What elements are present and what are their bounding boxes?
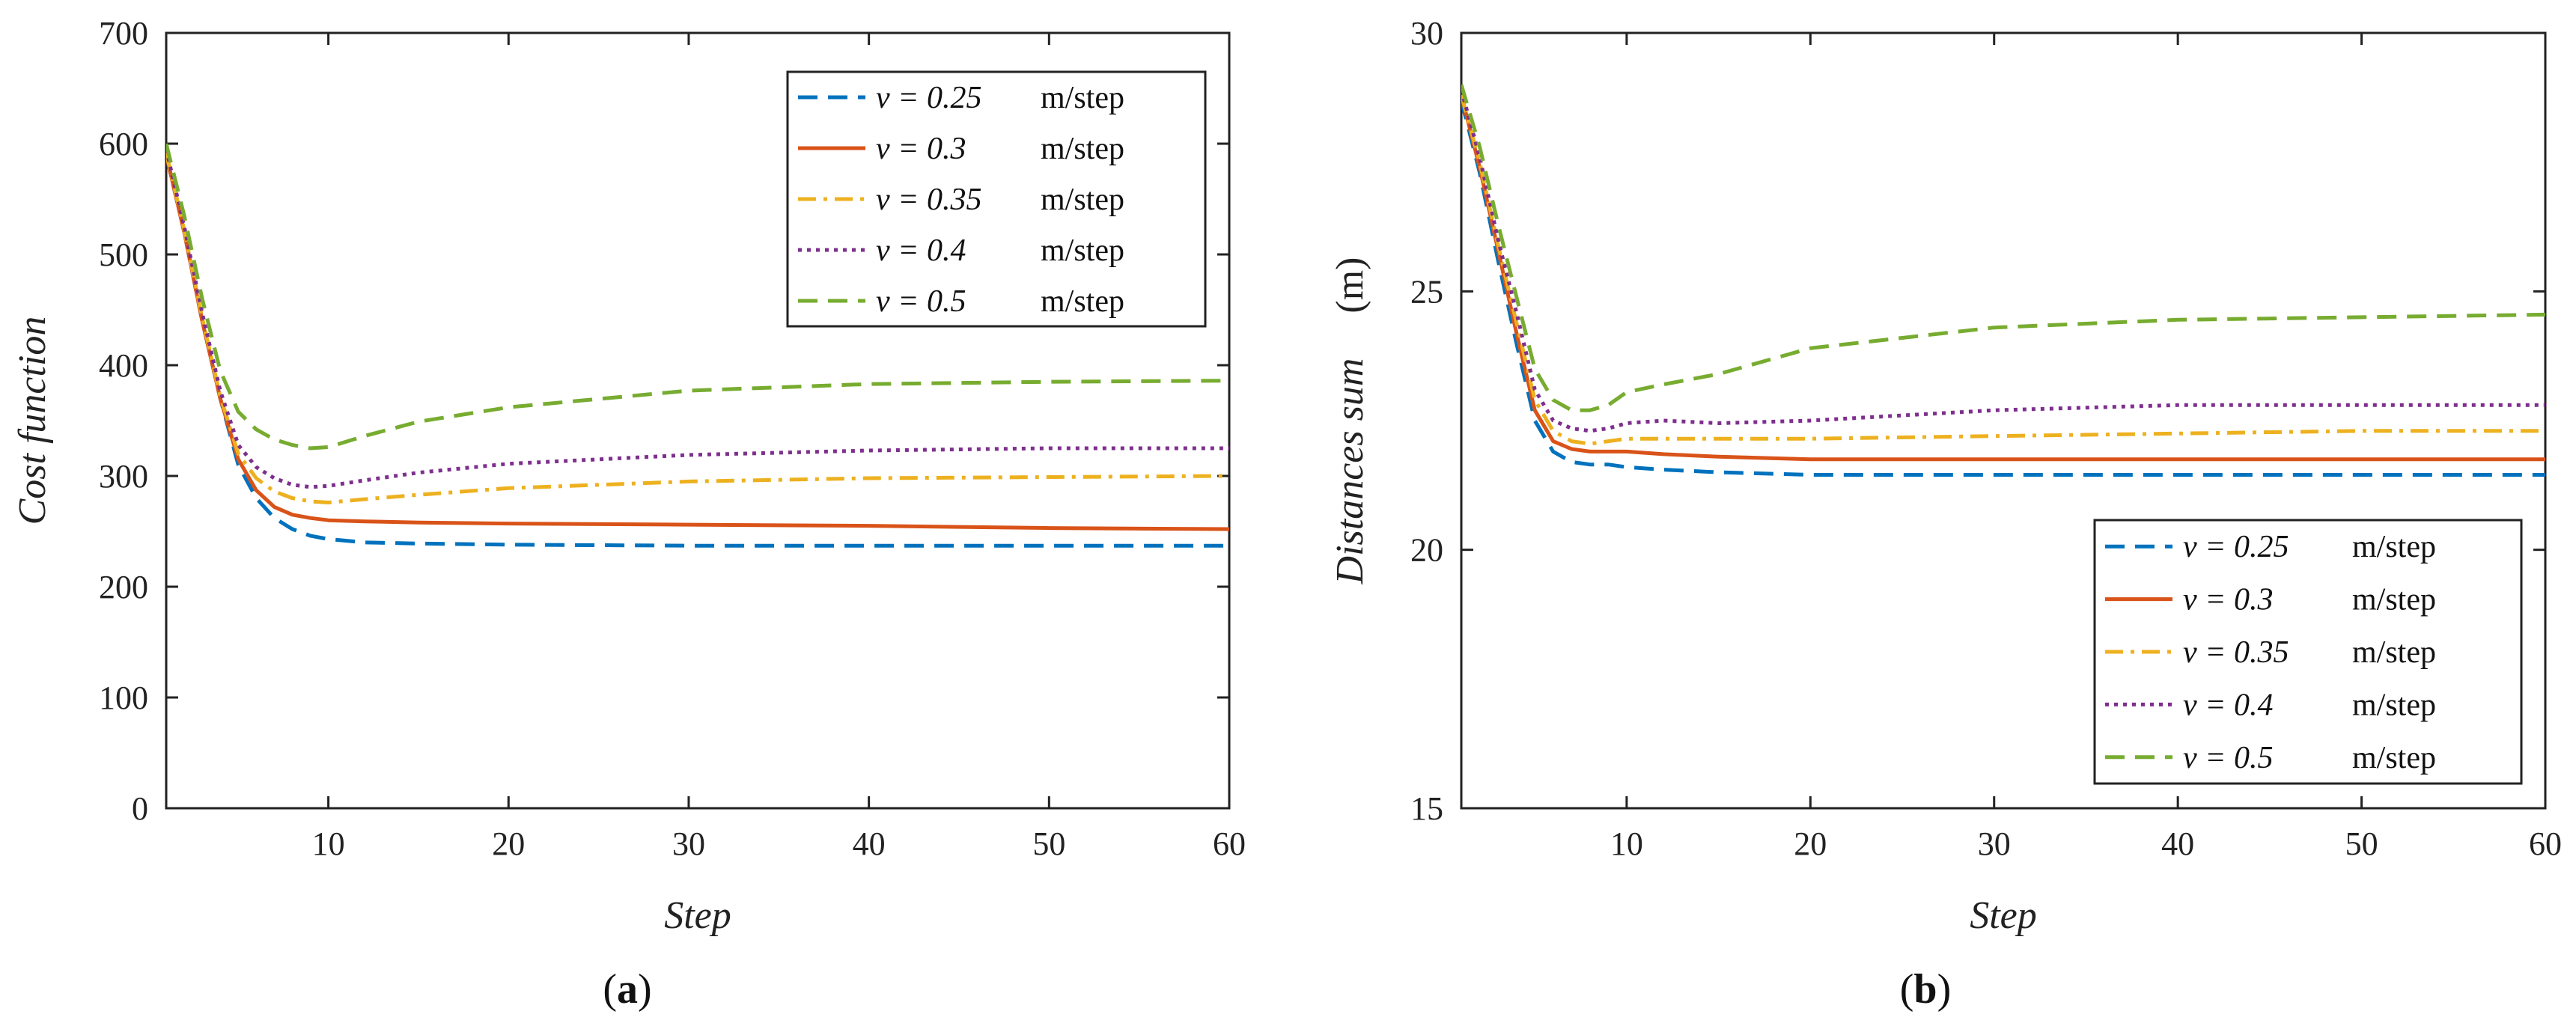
x-tick-label: 60 <box>1213 825 1246 862</box>
legend-entry: v = 0.3 m/step <box>876 132 1124 166</box>
y-axis-label: Cost function <box>11 317 54 525</box>
series-line-3 <box>1461 94 2545 446</box>
y-axis-title: Cost function <box>11 317 54 525</box>
panel-caption: (b) <box>1900 966 1951 1013</box>
legend-entry: v = 0.4 m/step <box>876 233 1124 268</box>
legend-entry-unit: m/step <box>1041 183 1124 217</box>
legend-entry-name: v = 0.4 <box>876 233 966 268</box>
y-axis-label: Distances sum (m) <box>1329 257 1371 585</box>
legend-entry-unit: m/step <box>1041 132 1124 166</box>
caption-close: ) <box>638 966 652 1013</box>
legend-entry-unit: m/step <box>2352 635 2436 670</box>
y-tick-label: 700 <box>99 15 148 52</box>
legend-entry-unit: m/step <box>2352 688 2436 722</box>
legend-entry-name: v = 0.35 <box>876 183 981 217</box>
y-tick-label: 15 <box>1410 790 1443 827</box>
caption-open: ( <box>603 966 617 1013</box>
y-tick-label: 20 <box>1410 532 1443 569</box>
y-tick-label: 200 <box>99 569 148 605</box>
y-tick-label: 600 <box>99 126 148 162</box>
caption-close: ) <box>1937 966 1952 1013</box>
x-tick-label: 50 <box>1032 825 1065 862</box>
series-line-5 <box>166 143 1229 451</box>
legend-entry: v = 0.35 m/step <box>876 183 1124 217</box>
x-tick-label: 40 <box>2161 825 2194 862</box>
legend-entry-unit: m/step <box>1041 284 1124 319</box>
legend-entry-name: v = 0.25 <box>2183 530 2289 564</box>
legend-entry-unit: m/step <box>1041 81 1124 115</box>
x-tick-label: 30 <box>672 825 705 862</box>
x-tick-label: 20 <box>492 825 525 862</box>
legend-entry: v = 0.5 m/step <box>876 284 1124 319</box>
y-axis-unit: (m) <box>1329 257 1371 314</box>
x-axis-label: Step <box>1970 894 2037 937</box>
legend-entry-name: v = 0.3 <box>876 132 966 166</box>
legend-entry: v = 0.3 m/step <box>2183 583 2436 617</box>
legend-entry-name: v = 0.5 <box>2183 741 2273 775</box>
legend-entry-unit: m/step <box>2352 530 2436 564</box>
legend-entry: v = 0.35 m/step <box>2183 635 2436 670</box>
x-tick-label: 40 <box>853 825 886 862</box>
y-tick-label: 100 <box>99 680 148 716</box>
legend-entry-name: v = 0.4 <box>2183 688 2273 722</box>
caption-open: ( <box>1900 966 1914 1013</box>
x-tick-label: 10 <box>1610 825 1643 862</box>
x-tick-label: 20 <box>1794 825 1827 862</box>
x-axis-label: Step <box>664 894 731 937</box>
legend-entry-unit: m/step <box>2352 583 2436 617</box>
chart-panel-b: 10 20 30 40 50 60 15 20 25 30 Step Distances sum (m)… <box>1329 15 2562 1013</box>
chart-panel-a: 10 20 30 40 50 600100200300400500600700StepCo… <box>11 15 1246 1013</box>
y-tick-label: 30 <box>1410 15 1443 52</box>
series-line-5 <box>1461 84 2545 412</box>
series-line-2 <box>1461 94 2545 462</box>
caption-letter: b <box>1913 966 1937 1013</box>
legend-entry: v = 0.5 m/step <box>2183 741 2436 775</box>
legend: v = 0.25 m/step v = 0.3 m/step v = 0.35 m/ste… <box>2093 519 2523 785</box>
x-tick-label: 60 <box>2529 825 2562 862</box>
x-tick-label: 10 <box>312 825 345 862</box>
plot-frame <box>1460 31 2547 810</box>
y-axis-title: Distances sum <box>1329 358 1371 585</box>
y-tick-label: 25 <box>1410 273 1443 310</box>
x-tick-label: 30 <box>1978 825 2011 862</box>
legend-entry-name: v = 0.5 <box>876 284 966 319</box>
plot-frame <box>165 31 1231 810</box>
y-tick-label: 300 <box>99 458 148 495</box>
legend-entry-name: v = 0.3 <box>2183 583 2273 617</box>
y-tick-label: 0 <box>132 790 148 827</box>
series-line-1 <box>1461 100 2545 477</box>
legend-entry-unit: m/step <box>2352 741 2436 775</box>
legend-entry-name: v = 0.25 <box>876 81 981 115</box>
legend: v = 0.25 m/step v = 0.3 m/step v = 0.35 m/ste… <box>786 70 1207 328</box>
legend-box <box>2093 519 2523 785</box>
legend-entry: v = 0.4 m/step <box>2183 688 2436 722</box>
legend-entry-unit: m/step <box>1041 233 1124 268</box>
x-tick-label: 50 <box>2345 825 2378 862</box>
caption-letter: a <box>617 966 638 1013</box>
y-tick-label: 400 <box>99 347 148 384</box>
legend-entry-name: v = 0.35 <box>2183 635 2289 670</box>
y-tick-label: 500 <box>99 236 148 273</box>
legend-entry: v = 0.25 m/step <box>876 81 1124 115</box>
series-line-4 <box>1461 89 2545 433</box>
legend-entry: v = 0.25 m/step <box>2183 530 2436 564</box>
panel-caption: (a) <box>603 966 651 1013</box>
legend-box <box>786 70 1207 328</box>
